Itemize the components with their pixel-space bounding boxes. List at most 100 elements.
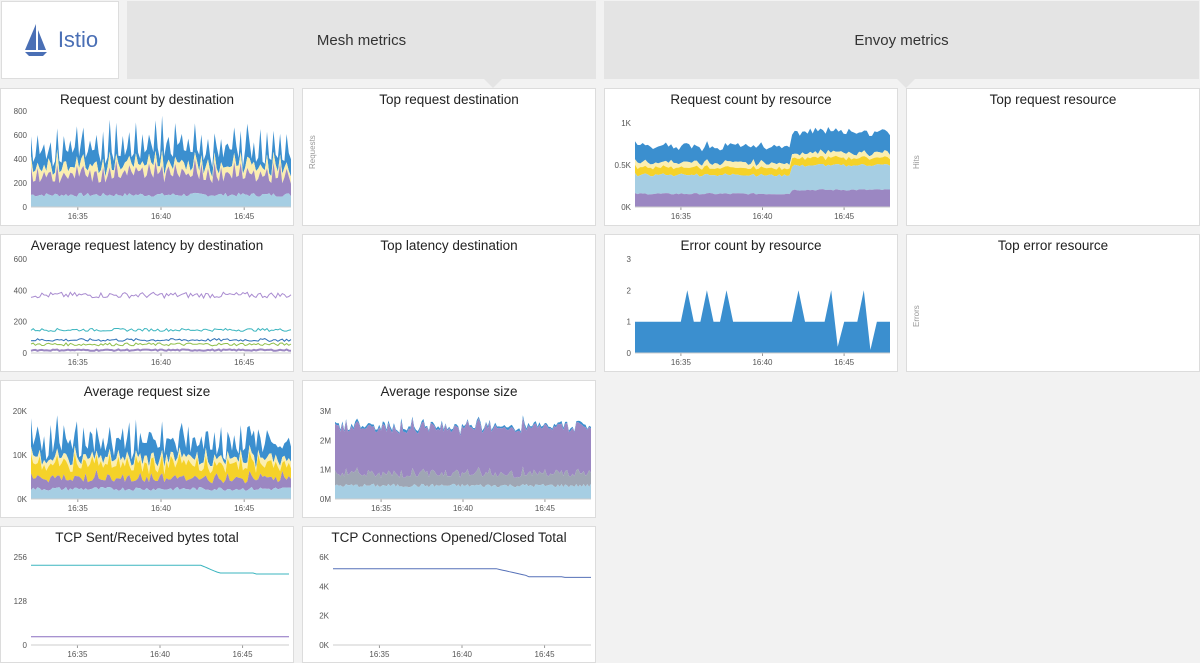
series-light-blue-area bbox=[335, 483, 591, 499]
widget-title: Top error resource bbox=[997, 238, 1109, 253]
logo-text: Istio bbox=[57, 27, 99, 52]
request-count-by-destination-widget[interactable]: Request count by destination 800 600 400 20… bbox=[0, 88, 294, 226]
y-tick-label: 0K bbox=[319, 641, 329, 650]
x-tick-label: 16:45 bbox=[834, 358, 855, 367]
x-tick-label: 16:35 bbox=[68, 504, 89, 513]
error-count-by-resource-widget[interactable]: Error count by resource 3 2 1 0 16:35 16:40 16… bbox=[604, 234, 898, 372]
series-blue-line bbox=[30, 337, 292, 342]
top-latency-destination-widget[interactable]: Top latency destination bbox=[302, 234, 596, 372]
y-tick-label: 2 bbox=[627, 286, 632, 295]
widget-title: Top request destination bbox=[379, 92, 519, 107]
timeseries-chart: 256 128 0 16:35 16:40 16:45 bbox=[14, 553, 289, 659]
x-tick-label: 16:40 bbox=[453, 504, 474, 513]
y-tick-label: 200 bbox=[14, 179, 28, 188]
widget-title: Error count by resource bbox=[680, 238, 822, 253]
y-tick-label: 6K bbox=[319, 553, 329, 562]
y-tick-label: 1 bbox=[627, 318, 632, 327]
istio-logo[interactable]: Istio bbox=[1, 1, 119, 79]
x-tick-label: 16:35 bbox=[671, 358, 692, 367]
section-header-envoy-metrics[interactable]: Envoy metrics bbox=[604, 1, 1199, 88]
series-purple-area bbox=[31, 469, 291, 491]
series-purple-area bbox=[335, 418, 591, 479]
x-tick-label: 16:45 bbox=[535, 650, 556, 659]
timeseries-chart: 3 2 1 0 16:35 16:40 16:45 bbox=[627, 255, 890, 367]
error-area bbox=[635, 290, 890, 353]
x-tick-label: 16:45 bbox=[834, 212, 855, 221]
x-tick-label: 16:40 bbox=[151, 358, 172, 367]
section-header-mesh-metrics[interactable]: Mesh metrics bbox=[127, 1, 596, 88]
y-tick-label: 20K bbox=[13, 407, 28, 416]
top-request-destination-widget[interactable]: Top request destination Requests bbox=[302, 88, 596, 226]
y-tick-label: 800 bbox=[14, 107, 28, 116]
widget-title: Top request resource bbox=[989, 92, 1117, 107]
x-tick-label: 16:40 bbox=[151, 504, 172, 513]
y-tick-label: 1K bbox=[621, 119, 631, 128]
average-request-latency-widget[interactable]: Average request latency by destination 6… bbox=[0, 234, 294, 372]
timeseries-chart: 6K 4K 2K 0K 16:35 16:40 16:45 bbox=[319, 553, 591, 659]
widget-title: Request count by resource bbox=[670, 92, 832, 107]
series-purple-line bbox=[30, 291, 292, 300]
series-grey-area bbox=[335, 466, 591, 488]
side-axis-label: Hits bbox=[912, 155, 921, 169]
series-teal-line bbox=[30, 327, 292, 333]
widget-title: Request count by destination bbox=[59, 92, 235, 107]
x-tick-label: 16:45 bbox=[535, 504, 556, 513]
x-tick-label: 16:35 bbox=[369, 650, 390, 659]
tcp-sent-line bbox=[31, 564, 289, 575]
series-blue-area bbox=[335, 415, 591, 436]
heatmap-chart: Requests bbox=[308, 135, 317, 169]
series-light-blue-area bbox=[31, 486, 291, 499]
widget-title: TCP Connections Opened/Closed Total bbox=[331, 530, 567, 545]
x-tick-label: 16:45 bbox=[233, 650, 254, 659]
x-tick-label: 16:45 bbox=[234, 212, 255, 221]
tcp-bytes-total-widget[interactable]: TCP Sent/Received bytes total 256 128 0 16:… bbox=[0, 526, 294, 663]
timeseries-chart: 800 600 400 200 0 16:35 16:40 16:45 bbox=[14, 107, 291, 221]
x-tick-label: 16:45 bbox=[234, 504, 255, 513]
timeseries-chart: 1K 0.5K 0K 16:35 16:40 16:45 bbox=[615, 119, 890, 221]
series-pale-yellow-area bbox=[635, 149, 890, 170]
x-tick-label: 16:40 bbox=[151, 212, 172, 221]
timeseries-chart: 600 400 200 0 16:35 16:40 16:45 bbox=[14, 255, 292, 367]
y-tick-label: 0K bbox=[621, 203, 631, 212]
series-light-blue-area bbox=[635, 164, 890, 195]
side-axis-label: Requests bbox=[308, 135, 317, 169]
y-tick-label: 0 bbox=[23, 349, 28, 358]
y-tick-label: 2K bbox=[319, 612, 329, 621]
y-tick-label: 600 bbox=[14, 255, 28, 264]
y-tick-label: 0.5K bbox=[615, 161, 632, 170]
y-tick-label: 2M bbox=[320, 436, 331, 445]
x-tick-label: 16:40 bbox=[752, 358, 773, 367]
heatmap-chart: Errors bbox=[912, 305, 921, 327]
series-yellow-area bbox=[635, 155, 890, 177]
average-response-size-widget[interactable]: Average response size 3M 2M 1M 0M 16:35 16:40… bbox=[302, 380, 596, 518]
widget-title: Average request latency by destination bbox=[30, 238, 264, 253]
widget-title: Top latency destination bbox=[380, 238, 518, 253]
x-tick-label: 16:35 bbox=[371, 504, 392, 513]
series-light-blue-area bbox=[31, 192, 291, 207]
x-tick-label: 16:40 bbox=[452, 650, 473, 659]
section-title: Envoy metrics bbox=[854, 31, 949, 49]
timeseries-chart: 3M 2M 1M 0M 16:35 16:40 16:45 bbox=[320, 407, 591, 513]
section-title: Mesh metrics bbox=[316, 31, 407, 49]
y-tick-label: 0K bbox=[17, 495, 27, 504]
tcp-connections-line bbox=[333, 568, 591, 578]
top-request-resource-widget[interactable]: Top request resource Hits bbox=[906, 88, 1200, 226]
y-tick-label: 0 bbox=[23, 641, 28, 650]
heatmap-chart: Hits bbox=[912, 155, 921, 169]
tcp-connections-total-widget[interactable]: TCP Connections Opened/Closed Total 6K 4K… bbox=[302, 526, 596, 663]
y-tick-label: 10K bbox=[13, 451, 28, 460]
series-blue-area bbox=[31, 115, 291, 178]
top-error-resource-widget[interactable]: Top error resource Errors bbox=[906, 234, 1200, 372]
x-tick-label: 16:35 bbox=[68, 358, 89, 367]
series-green-line bbox=[30, 342, 292, 347]
request-count-by-resource-widget[interactable]: Request count by resource 1K 0.5K 0K 16:35 1… bbox=[604, 88, 898, 226]
x-tick-label: 16:35 bbox=[671, 212, 692, 221]
x-tick-label: 16:45 bbox=[234, 358, 255, 367]
x-tick-label: 16:35 bbox=[67, 650, 88, 659]
average-request-size-widget[interactable]: Average request size 20K 10K 0K 16:35 16:40 1… bbox=[0, 380, 294, 518]
y-tick-label: 400 bbox=[14, 286, 28, 295]
y-tick-label: 200 bbox=[14, 318, 28, 327]
widget-title: TCP Sent/Received bytes total bbox=[55, 530, 239, 545]
widget-title: Average request size bbox=[83, 384, 211, 399]
y-tick-label: 400 bbox=[14, 155, 28, 164]
